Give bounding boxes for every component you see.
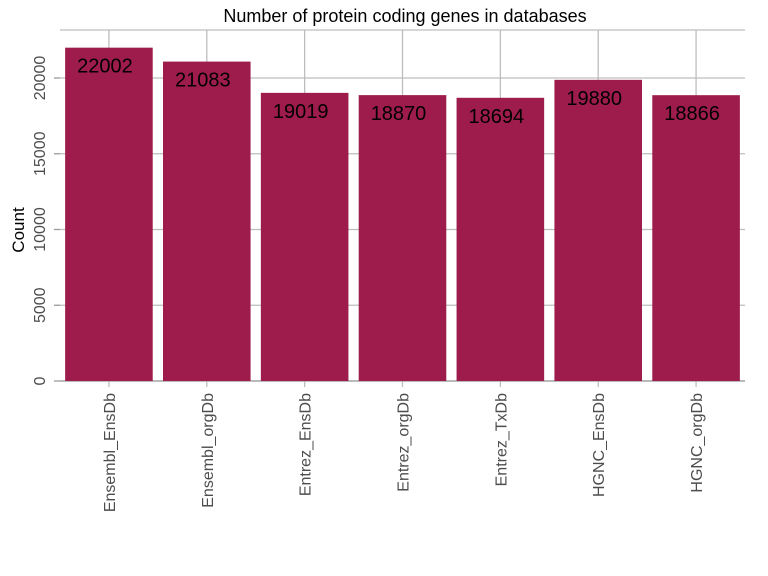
- x-tick-label: HGNC_orgDb: [689, 393, 706, 493]
- y-tick-label: 5000: [32, 287, 49, 323]
- y-tick-label: 15000: [32, 131, 49, 176]
- data-label: 22002: [77, 56, 133, 78]
- y-tick-layer: 0 5000 10000 15000 20000: [32, 56, 49, 386]
- bar: [456, 97, 545, 382]
- data-label: 19019: [273, 101, 329, 123]
- bar: [260, 92, 349, 381]
- y-tick-label: 20000: [32, 56, 49, 101]
- x-tick-label: Entrez_orgDb: [396, 393, 413, 492]
- data-label: 19880: [566, 88, 622, 110]
- data-label: 18866: [664, 103, 720, 125]
- x-tick-label: Entrez_EnsDb: [298, 393, 315, 496]
- data-label: 21083: [175, 70, 231, 92]
- data-label-layer: 22002 21083 19019 18870 18694 19880 18866: [77, 56, 720, 128]
- x-tick-label: Entrez_TxDb: [493, 393, 510, 486]
- bar: [652, 95, 740, 381]
- x-tick-label: Ensembl_orgDb: [200, 393, 217, 508]
- y-tick-label: 0: [32, 376, 49, 385]
- y-axis-label: Count: [9, 207, 28, 253]
- x-tick-label: Ensembl_EnsDb: [102, 393, 119, 512]
- bar: [65, 47, 153, 381]
- y-tick-label: 10000: [32, 207, 49, 252]
- bar-layer: [65, 47, 740, 382]
- chart-title: Number of protein coding genes in databa…: [223, 6, 586, 26]
- bar: [358, 95, 447, 381]
- data-label: 18870: [371, 103, 427, 125]
- bar: [554, 79, 643, 382]
- data-label: 18694: [469, 106, 525, 128]
- bar: [162, 61, 251, 381]
- x-tick-layer: Ensembl_EnsDb Ensembl_orgDb Entrez_EnsDb En…: [102, 393, 706, 512]
- x-tick-label: HGNC_EnsDb: [591, 393, 608, 497]
